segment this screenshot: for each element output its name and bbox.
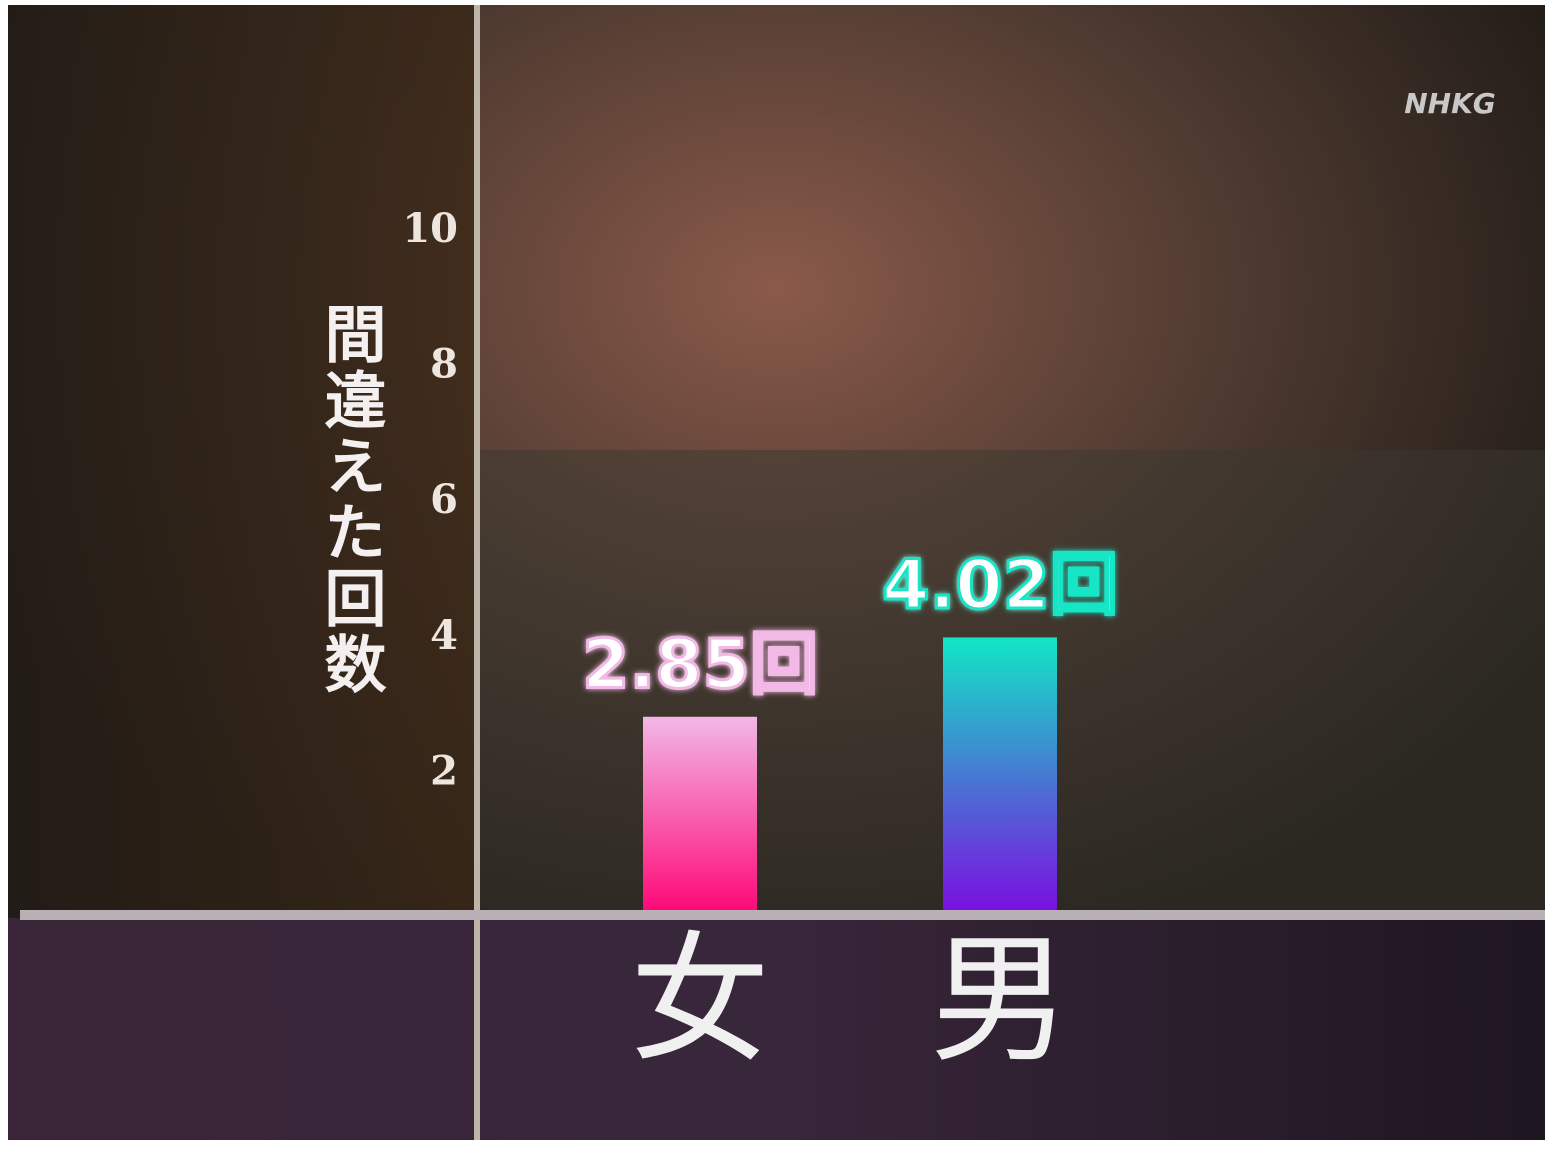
y-tick-label: 4 — [430, 612, 458, 659]
y-tick-label: 10 — [402, 205, 458, 252]
x-tick-label: 男 — [930, 920, 1070, 1083]
x-tick-label: 女 — [630, 920, 770, 1083]
value-label: 2.85回 — [582, 625, 818, 704]
bar — [643, 716, 757, 910]
y-tick-label: 6 — [430, 476, 458, 523]
bar — [943, 637, 1057, 910]
y-tick-label: 2 — [430, 747, 458, 794]
y-axis-label: 間違えた回数 — [314, 302, 387, 698]
y-tick-label: 8 — [430, 341, 458, 388]
value-label: 4.02回 — [882, 546, 1118, 625]
category-band — [8, 918, 1545, 1140]
watermark: NHKG — [1404, 87, 1496, 120]
